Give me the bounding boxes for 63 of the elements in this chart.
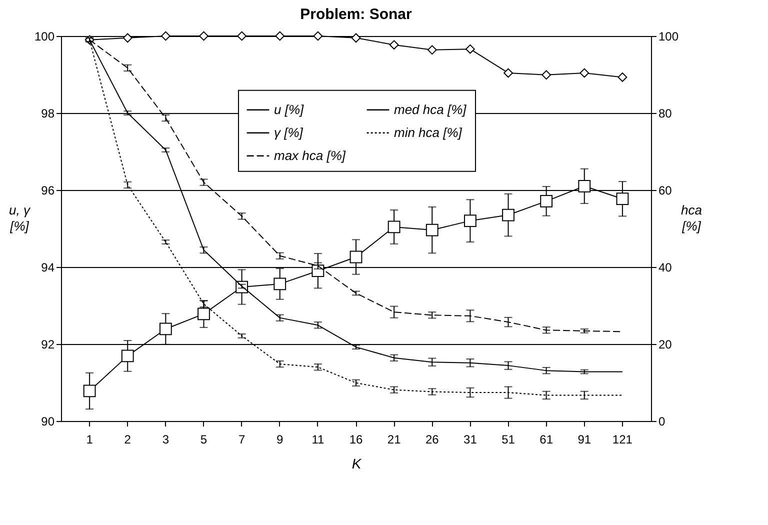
x-tick-label: 91 [578,432,592,446]
y-tick-label: 98 [41,106,55,120]
point [504,68,513,78]
point [159,322,172,336]
x-axis-title: K [352,456,362,472]
y-tick-label: 96 [41,184,55,198]
point [389,40,399,50]
point [464,214,476,227]
x-tick-label: 61 [540,432,554,446]
x-tick-label: 7 [238,432,246,446]
legend-label: u [%] [274,102,304,117]
x-tick-label: 26 [425,432,440,446]
point [578,180,591,192]
chart-title: Problem: Sonar [300,6,412,23]
point [542,70,552,80]
point [199,31,208,41]
point [160,31,170,41]
x-tick-label: 11 [312,432,324,446]
point [275,31,285,41]
x-tick-label: 3 [162,432,170,446]
x-tick-label: 9 [276,432,284,446]
x-tick-label: 1 [86,432,94,446]
point [83,384,96,398]
y-tick-label: 92 [41,338,55,352]
y-tick-label: 100 [34,30,55,44]
point [198,308,210,320]
y2-tick-label: 20 [658,338,672,352]
point [427,45,437,55]
x-tick-label: 121 [612,432,633,446]
y2-axis-title: hca [%] [681,202,702,234]
x-tick-label: 51 [502,432,516,446]
point [580,68,590,78]
y2-tick-label: 80 [658,106,672,120]
legend-label: max hca [%] [274,148,346,163]
y2-tick-label: 0 [658,414,666,428]
legend-label: min hca [%] [394,124,462,140]
x-tick-label: 16 [349,432,363,446]
y-axis-title: u, γ [%] [9,202,32,234]
point [388,220,400,234]
x-tick-label: 21 [387,432,402,446]
y-tick-label: 94 [41,260,55,274]
point [616,192,629,206]
point [426,224,438,236]
y2-tick-label: 100 [658,30,679,44]
point [122,33,132,43]
legend-label: γ [%] [274,124,304,140]
point [274,278,286,290]
y-tick-label: 90 [41,414,55,428]
point [351,33,361,43]
y2-tick-label: 40 [658,260,672,274]
point [618,72,628,82]
x-tick-label: 31 [464,432,478,446]
point [540,194,553,208]
point [466,44,475,54]
y2-tick-label: 60 [658,184,672,198]
point [237,31,246,41]
point [313,31,323,41]
x-tick-label: 5 [200,432,208,446]
legend-label: med hca [%] [394,102,467,117]
point [350,250,362,264]
point [502,208,514,222]
x-tick-label: 2 [124,432,132,446]
point [121,350,134,362]
